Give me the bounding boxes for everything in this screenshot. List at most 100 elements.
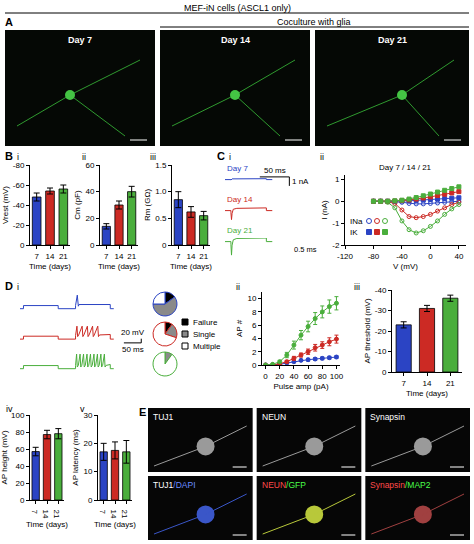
svg-text:Single: Single xyxy=(193,330,216,339)
svg-text:14: 14 xyxy=(109,510,118,519)
svg-text:50 ms: 50 ms xyxy=(122,345,144,354)
svg-text:21: 21 xyxy=(52,510,61,519)
svg-text:0: 0 xyxy=(252,361,257,370)
svg-text:20: 20 xyxy=(85,214,94,223)
svg-text:-40: -40 xyxy=(13,201,25,210)
svg-text:-20: -20 xyxy=(13,221,25,230)
svg-text:14: 14 xyxy=(187,252,196,261)
svg-text:Day 14: Day 14 xyxy=(221,35,250,45)
svg-text:10: 10 xyxy=(247,294,256,303)
svg-text:7: 7 xyxy=(176,252,181,261)
svg-text:Time (days): Time (days) xyxy=(94,520,136,529)
svg-text:40: 40 xyxy=(454,252,463,261)
svg-text:7: 7 xyxy=(34,252,39,261)
svg-text:NEUN/GFP: NEUN/GFP xyxy=(262,480,306,490)
svg-text:1.5: 1.5 xyxy=(155,161,167,170)
svg-text:-60: -60 xyxy=(13,181,25,190)
svg-text:50 ms: 50 ms xyxy=(264,166,286,175)
svg-text:20: 20 xyxy=(15,479,24,488)
svg-text:MEF-iN cells (ASCL1 only): MEF-iN cells (ASCL1 only) xyxy=(184,3,291,13)
svg-text:Time (days): Time (days) xyxy=(29,262,71,271)
svg-text:V (mV): V (mV) xyxy=(393,262,418,271)
svg-text:C: C xyxy=(217,150,225,162)
svg-text:0.5: 0.5 xyxy=(155,214,167,223)
svg-text:40: 40 xyxy=(289,372,298,381)
svg-text:Time (days): Time (days) xyxy=(170,262,212,271)
svg-text:AP threshold (mV): AP threshold (mV) xyxy=(363,298,372,364)
svg-text:NEUN: NEUN xyxy=(262,412,286,422)
svg-text:ii: ii xyxy=(320,152,324,162)
svg-text:14: 14 xyxy=(46,252,55,261)
svg-text:AP height (mV): AP height (mV) xyxy=(0,430,9,484)
svg-text:0: 0 xyxy=(428,252,433,261)
svg-text:B: B xyxy=(5,150,13,162)
svg-text:14: 14 xyxy=(41,510,50,519)
svg-text:i: i xyxy=(229,152,231,162)
svg-text:i: i xyxy=(17,282,19,292)
svg-text:0: 0 xyxy=(382,368,387,377)
svg-text:Day 21: Day 21 xyxy=(227,226,253,235)
svg-text:6: 6 xyxy=(252,321,257,330)
svg-text:Cm (pF): Cm (pF) xyxy=(73,190,82,220)
svg-text:60: 60 xyxy=(85,161,94,170)
svg-text:iii: iii xyxy=(354,282,360,292)
svg-text:10: 10 xyxy=(83,467,92,476)
svg-text:ii: ii xyxy=(236,282,240,292)
svg-text:-40: -40 xyxy=(396,252,408,261)
svg-text:Multiple: Multiple xyxy=(193,342,221,351)
svg-text:7: 7 xyxy=(30,510,39,515)
svg-text:0: 0 xyxy=(90,241,95,250)
svg-text:Time (days): Time (days) xyxy=(26,520,68,529)
svg-text:-40: -40 xyxy=(375,286,387,295)
svg-text:60: 60 xyxy=(304,372,313,381)
svg-text:Day 7: Day 7 xyxy=(227,164,248,173)
svg-text:100: 100 xyxy=(330,372,344,381)
svg-text:21: 21 xyxy=(199,252,208,261)
svg-text:0: 0 xyxy=(88,496,93,505)
svg-text:-20: -20 xyxy=(375,327,387,336)
svg-text:1: 1 xyxy=(335,175,340,184)
svg-text:0: 0 xyxy=(20,241,25,250)
svg-text:14: 14 xyxy=(423,379,432,388)
svg-text:INa: INa xyxy=(350,217,363,226)
svg-text:7: 7 xyxy=(104,252,109,261)
svg-text:0: 0 xyxy=(335,197,340,206)
svg-text:21: 21 xyxy=(446,379,455,388)
svg-text:AP #: AP # xyxy=(235,319,244,337)
svg-text:8: 8 xyxy=(252,308,257,317)
svg-text:Day 14: Day 14 xyxy=(227,195,253,204)
svg-text:7: 7 xyxy=(98,510,107,515)
svg-text:Rm (GΩ): Rm (GΩ) xyxy=(143,189,152,222)
svg-text:E: E xyxy=(139,406,146,418)
svg-text:Failure: Failure xyxy=(193,318,218,327)
svg-text:i: i xyxy=(17,152,19,162)
svg-text:Vrest (mV): Vrest (mV) xyxy=(1,186,10,224)
svg-text:-1: -1 xyxy=(332,219,340,228)
svg-text:-2: -2 xyxy=(332,241,340,250)
svg-text:21: 21 xyxy=(127,252,136,261)
svg-text:Synapsin: Synapsin xyxy=(370,412,405,422)
svg-text:AP latency (ms): AP latency (ms) xyxy=(71,429,80,486)
svg-text:iv: iv xyxy=(6,404,13,414)
svg-text:TUJ1: TUJ1 xyxy=(153,412,174,422)
svg-text:IK: IK xyxy=(350,228,358,237)
svg-text:Pulse amp (pA): Pulse amp (pA) xyxy=(273,382,328,391)
svg-text:Day 7: Day 7 xyxy=(68,35,92,45)
svg-text:100: 100 xyxy=(11,411,25,420)
svg-text:Day 7 / 14 / 21: Day 7 / 14 / 21 xyxy=(379,163,432,172)
svg-text:40: 40 xyxy=(15,462,24,471)
svg-text:0: 0 xyxy=(20,496,25,505)
svg-text:0: 0 xyxy=(263,372,268,381)
svg-text:7: 7 xyxy=(401,379,406,388)
svg-text:1 nA: 1 nA xyxy=(292,177,309,186)
svg-text:TUJ1/DAPI: TUJ1/DAPI xyxy=(153,480,196,490)
svg-text:-10: -10 xyxy=(375,347,387,356)
svg-text:A: A xyxy=(5,16,13,28)
svg-text:0: 0 xyxy=(162,241,167,250)
svg-text:1.0: 1.0 xyxy=(155,187,167,196)
svg-text:Time (days): Time (days) xyxy=(98,262,140,271)
svg-text:ii: ii xyxy=(82,152,86,162)
svg-text:iii: iii xyxy=(150,152,156,162)
svg-text:21: 21 xyxy=(59,252,68,261)
svg-text:14: 14 xyxy=(115,252,124,261)
